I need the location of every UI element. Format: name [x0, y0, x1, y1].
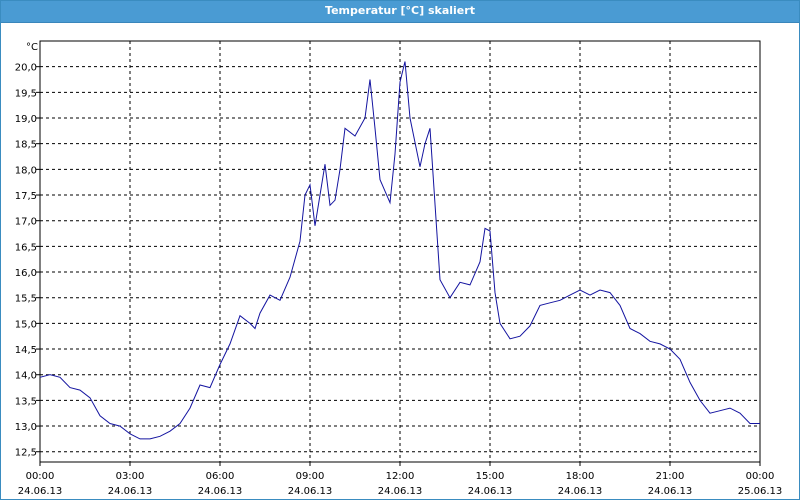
x-tick-date-label: 24.06.13	[288, 486, 333, 497]
x-tick-time-label: 03:00	[116, 471, 145, 482]
x-tick-date-label: 24.06.13	[468, 486, 513, 497]
y-tick-label: 17,5	[15, 191, 37, 202]
x-tick-time-label: 15:00	[476, 471, 505, 482]
plot-area-border	[39, 40, 761, 463]
y-tick-label: 14,5	[15, 345, 37, 356]
y-tick-label: 16,5	[15, 242, 37, 253]
y-tick-label: 12,5	[15, 448, 37, 459]
y-tick-label: 19,0	[15, 114, 37, 125]
x-tick-time-label: 18:00	[566, 471, 595, 482]
x-tick-date-label: 24.06.13	[198, 486, 243, 497]
x-tick-time-label: 00:00	[746, 471, 775, 482]
y-tick-label: 14,0	[15, 371, 37, 382]
y-tick-label: 13,0	[15, 422, 37, 433]
x-tick-date-label: 24.06.13	[18, 486, 63, 497]
x-tick-date-label: 24.06.13	[648, 486, 693, 497]
grid-lines	[36, 41, 761, 466]
y-tick-label: 17,0	[15, 217, 37, 228]
x-tick-time-label: 09:00	[296, 471, 325, 482]
x-tick-date-label: 24.06.13	[378, 486, 423, 497]
x-tick-date-label: 24.06.13	[108, 486, 153, 497]
y-tick-label: 15,0	[15, 319, 37, 330]
y-tick-label: 16,0	[15, 268, 37, 279]
y-tick-label: 20,0	[15, 63, 37, 74]
x-tick-date-label: 25.06.13	[738, 486, 783, 497]
temperature-series-line	[39, 61, 760, 440]
title-bar: Temperatur [°C] skaliert	[1, 1, 799, 23]
x-tick-date-label: 24.06.13	[558, 486, 603, 497]
x-tick-time-label: 06:00	[206, 471, 235, 482]
x-tick-time-label: 00:00	[26, 471, 55, 482]
y-tick-label: 13,5	[15, 396, 37, 407]
x-tick-labels: 00:00 24.06.13 03:00 24.06.13 06:00 24.06.13 0…	[18, 471, 783, 497]
window-title: Temperatur [°C] skaliert	[325, 4, 475, 17]
y-axis-unit-label: °C	[26, 42, 38, 53]
y-tick-label: 18,5	[15, 140, 37, 151]
x-tick-time-label: 21:00	[656, 471, 685, 482]
y-tick-label: 19,5	[15, 88, 37, 99]
y-tick-label: 15,5	[15, 294, 37, 305]
y-tick-label: 18,0	[15, 165, 37, 176]
y-tick-labels: 12,5 13,0 13,5 14,0 14,5 15,0 15,5 16,0 16,5 17,0…	[15, 63, 37, 459]
x-tick-time-label: 12:00	[386, 471, 415, 482]
